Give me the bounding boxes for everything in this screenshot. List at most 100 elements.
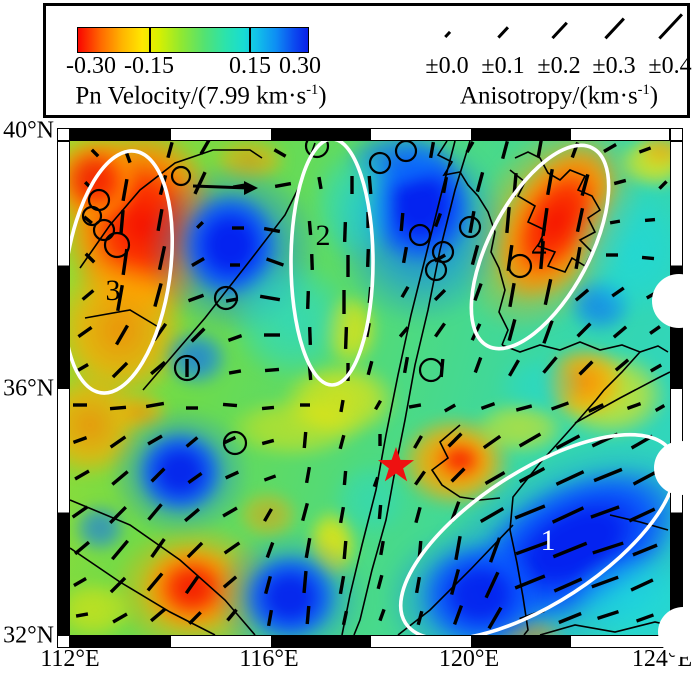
anisotropy-bar bbox=[109, 506, 127, 524]
coastline bbox=[609, 514, 669, 531]
no-data-notch bbox=[652, 274, 700, 328]
anisotropy-bar bbox=[115, 324, 129, 346]
anisotropy-bar bbox=[611, 286, 625, 298]
anisotropy-bar bbox=[190, 327, 206, 343]
anisotropy-bar bbox=[84, 252, 96, 264]
anisotropy-bar bbox=[150, 360, 166, 376]
anisotropy-bar bbox=[508, 282, 516, 308]
anisotropy-bar bbox=[501, 141, 509, 160]
anisotropy-bar bbox=[473, 282, 483, 302]
anisotropy-bar bbox=[372, 476, 380, 488]
anisotropy-bar bbox=[150, 467, 166, 483]
anisotropy-bar bbox=[72, 436, 88, 444]
anisotropy-bar bbox=[366, 360, 374, 376]
anisotropy-bar bbox=[414, 506, 422, 524]
highlight-ellipses: 1 2 3 4 bbox=[70, 141, 670, 635]
anisotropy-bar bbox=[73, 577, 87, 587]
map-frame-corner-ne bbox=[670, 128, 683, 141]
map-canvas: 1 2 3 4 bbox=[70, 141, 670, 635]
earthquake-circles bbox=[81, 141, 533, 456]
anisotropy-bar bbox=[265, 541, 275, 559]
anisotropy-bar bbox=[264, 367, 280, 373]
anisotropy-bar bbox=[398, 326, 410, 338]
anisotropy-bar bbox=[343, 326, 349, 350]
anisotropy-bar bbox=[71, 505, 89, 519]
anisotropy-bar bbox=[188, 611, 202, 625]
anisotropy-bar bbox=[156, 208, 164, 232]
direction-arrow bbox=[192, 181, 258, 195]
anisotropy-bar bbox=[508, 359, 520, 377]
anisotropy-bar bbox=[449, 569, 461, 595]
x-axis-label: 116°E bbox=[239, 646, 299, 672]
anisotropy-bar bbox=[111, 470, 129, 486]
anisotropy-caption-superscript: -1 bbox=[637, 82, 650, 98]
anisotropy-bar bbox=[187, 293, 205, 303]
anisotropy-bar bbox=[157, 245, 167, 271]
anisotropy-bar bbox=[641, 255, 655, 261]
colorbar-caption-close: ) bbox=[318, 82, 327, 110]
anisotropy-bar bbox=[266, 609, 274, 627]
coastline bbox=[501, 341, 669, 353]
anisotropy-bar bbox=[264, 575, 272, 595]
fault-line bbox=[84, 309, 161, 329]
map-frame-bottom bbox=[70, 635, 670, 648]
velocity-anomaly-blob-cyan bbox=[495, 355, 585, 415]
anisotropy-scale-label: ±0.3 bbox=[592, 53, 636, 79]
anisotropy-bar bbox=[518, 432, 542, 448]
anisotropy-bar bbox=[185, 436, 199, 448]
anisotropy-scale-tick bbox=[443, 30, 451, 38]
map-frame-corner-nw bbox=[57, 128, 70, 141]
anisotropy-bar bbox=[223, 541, 241, 555]
anisotropy-bar bbox=[649, 363, 663, 373]
anisotropy-bar bbox=[367, 175, 373, 195]
fault-line bbox=[341, 141, 456, 635]
anisotropy-bar bbox=[228, 369, 242, 375]
anisotropy-bar bbox=[302, 570, 308, 594]
coastline bbox=[595, 351, 641, 401]
colorbar-internal-tick bbox=[149, 28, 151, 52]
anisotropy-bar bbox=[593, 467, 623, 483]
anisotropy-bar bbox=[186, 541, 204, 559]
anisotropy-bar bbox=[304, 537, 312, 559]
earthquake-circle bbox=[304, 141, 330, 159]
anisotropy-bar bbox=[153, 282, 163, 308]
anisotropy-scale-tick bbox=[550, 21, 568, 39]
y-axis-label: 36°N bbox=[3, 375, 54, 402]
anisotropy-bar bbox=[630, 578, 654, 592]
colorbar bbox=[77, 27, 309, 53]
anisotropy-bar bbox=[628, 507, 656, 523]
anisotropy-bar bbox=[654, 404, 666, 412]
colorbar-tick-label: 0.15 bbox=[229, 53, 271, 79]
arrow-shaft bbox=[192, 184, 249, 190]
anisotropy-bar bbox=[479, 507, 505, 523]
anisotropy-bar bbox=[342, 221, 348, 243]
anisotropy-bar bbox=[447, 432, 463, 448]
anisotropy-scale-tick bbox=[497, 26, 509, 39]
coastline bbox=[509, 399, 597, 635]
anisotropy-bar bbox=[473, 356, 483, 374]
map-frame-right bbox=[670, 141, 683, 635]
anisotropy-bar bbox=[259, 294, 281, 302]
anisotropy-bar bbox=[551, 506, 585, 524]
fault-line bbox=[574, 371, 670, 424]
fault-line bbox=[397, 524, 514, 635]
anisotropy-bar bbox=[75, 612, 89, 618]
anisotropy-bar bbox=[307, 220, 313, 236]
anisotropy-bar bbox=[81, 289, 95, 301]
anisotropy-bar bbox=[305, 605, 311, 625]
colorbar-caption: Pn Velocity/(7.99 km·s-1) bbox=[75, 82, 326, 110]
anisotropy-bar bbox=[222, 506, 238, 518]
anisotropy-bar bbox=[603, 143, 617, 153]
anisotropy-bar bbox=[649, 325, 661, 335]
anisotropy-bar bbox=[274, 181, 292, 189]
anisotropy-bar bbox=[74, 469, 90, 481]
anisotropy-bar bbox=[342, 540, 348, 560]
anisotropy-bar bbox=[613, 178, 627, 186]
velocity-anomaly-blob-cyan bbox=[310, 147, 400, 263]
anisotropy-bar bbox=[515, 404, 533, 412]
anisotropy-bar bbox=[184, 507, 200, 523]
x-axis-label: 120°E bbox=[438, 646, 500, 672]
colorbar-tick-label: -0.30 bbox=[66, 53, 116, 79]
anisotropy-bar bbox=[401, 246, 409, 264]
y-axis-label: 40°N bbox=[3, 117, 54, 144]
